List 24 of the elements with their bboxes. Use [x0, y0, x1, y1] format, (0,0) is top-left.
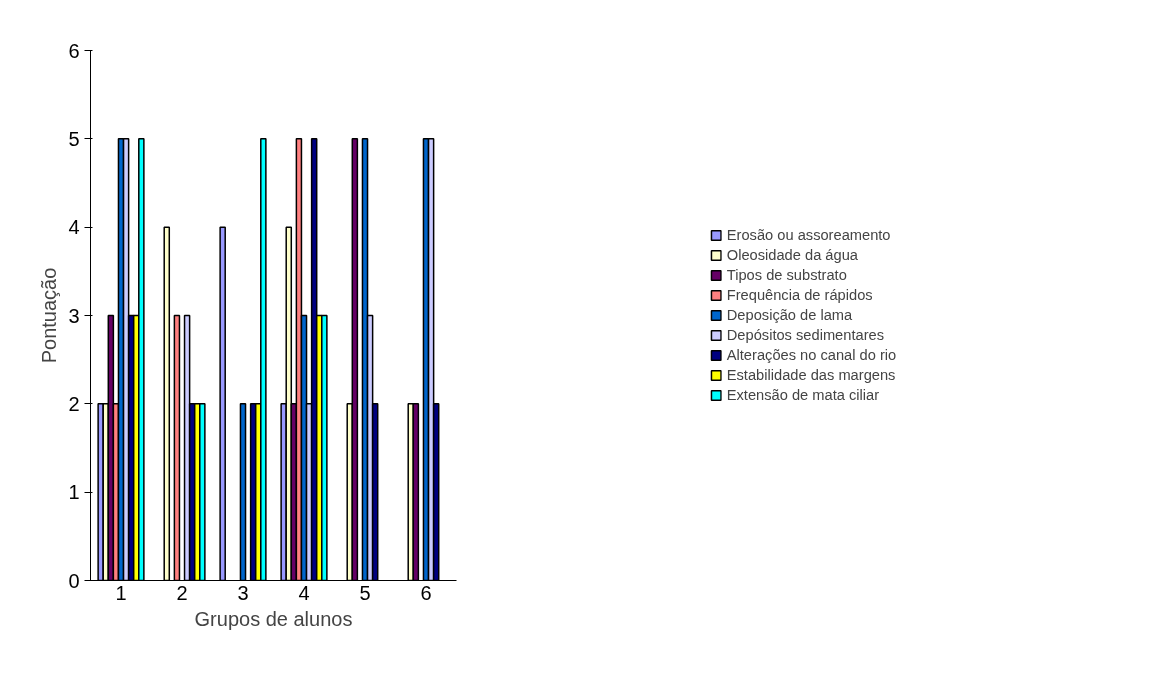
y-tick-label: 1: [68, 481, 80, 504]
legend-label: Extensão de mata ciliar: [726, 387, 880, 403]
y-tick-label: 2: [68, 392, 80, 415]
x-axis-title: Grupos de alunos: [194, 607, 353, 630]
x-tick-label: 3: [237, 581, 249, 604]
legend-label: Erosão ou assoreamento: [726, 227, 891, 243]
y-tick-label: 5: [68, 127, 80, 150]
x-tick-label: 4: [298, 581, 310, 604]
legend-label: Oleosidade da água: [726, 247, 858, 263]
x-tick-label: 5: [359, 581, 371, 604]
y-tick-label: 6: [68, 39, 80, 62]
legend-label: Estabilidade das margens: [726, 367, 896, 383]
y-tick-label: 4: [68, 216, 80, 239]
x-tick-label: 2: [176, 581, 188, 604]
legend-label: Tipos de substrato: [726, 267, 847, 283]
legend-label: Frequência de rápidos: [726, 287, 873, 303]
x-tick-label: 1: [115, 581, 127, 604]
legend-label: Alterações no canal do rio: [726, 347, 897, 363]
x-tick-label: 6: [420, 581, 432, 604]
y-tick-label: 3: [68, 304, 80, 327]
legend-label: Deposição de lama: [726, 307, 853, 323]
y-tick-label: 0: [68, 569, 80, 592]
y-axis-title: Pontuação: [38, 267, 61, 364]
legend-label: Depósitos sedimentares: [726, 327, 884, 343]
